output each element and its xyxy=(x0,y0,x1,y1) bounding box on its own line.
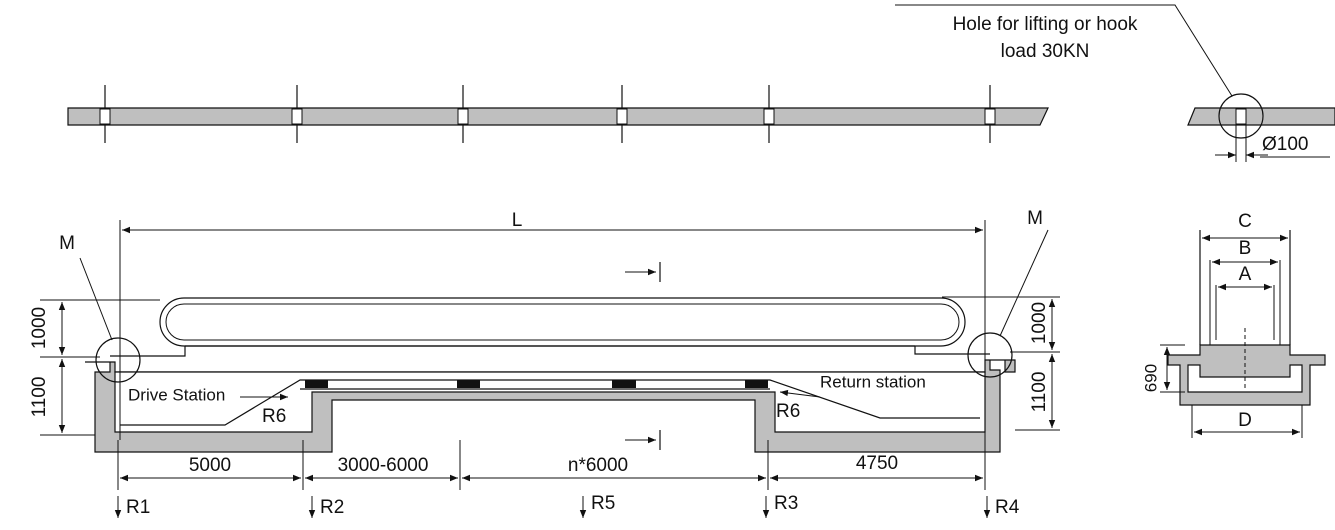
annotation: load 30KN xyxy=(1001,41,1090,62)
top-view xyxy=(67,85,1049,143)
support-label: R2 xyxy=(320,497,344,518)
span-label: 5000 xyxy=(189,455,231,476)
width-label: A xyxy=(1239,264,1252,285)
support-label: R1 xyxy=(126,497,150,518)
section-view: C B A D 690 xyxy=(1141,211,1326,438)
height-label: 1100 xyxy=(29,377,50,418)
width-label: D xyxy=(1238,410,1252,431)
side-view: L M M 1000 1100 1000 1100 Drive Station … xyxy=(29,208,1060,518)
width-label: B xyxy=(1239,238,1252,259)
hole-detail: Hole for lifting or hook load 30KN Ø100 xyxy=(895,4,1335,162)
span-label: n*6000 xyxy=(568,455,628,476)
support-label: R4 xyxy=(995,497,1020,518)
support-label: R5 xyxy=(591,493,615,514)
depth-label: 690 xyxy=(1141,364,1160,392)
height-label: 1100 xyxy=(1029,372,1050,413)
height-label: 1000 xyxy=(29,307,50,349)
station-label: Drive Station xyxy=(128,385,225,404)
annotation: Hole for lifting or hook xyxy=(953,14,1138,35)
width-label: C xyxy=(1238,211,1252,232)
span-label: 3000-6000 xyxy=(338,455,429,476)
dimension: Ø100 xyxy=(1262,134,1308,155)
span-label: 4750 xyxy=(856,453,898,474)
radius-label: R6 xyxy=(776,401,800,422)
support-label: R3 xyxy=(774,493,798,514)
marker-label: M xyxy=(59,233,75,254)
station-label: Return station xyxy=(820,372,926,391)
radius-label: R6 xyxy=(262,406,286,427)
height-label: 1000 xyxy=(1029,302,1050,344)
length-label: L xyxy=(512,210,523,231)
marker-label: M xyxy=(1027,208,1043,229)
